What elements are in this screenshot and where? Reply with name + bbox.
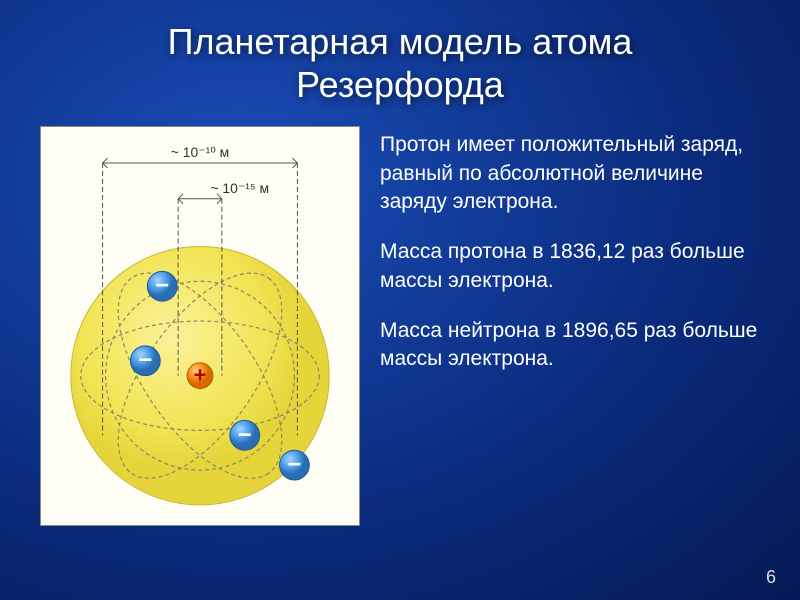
svg-text:−: − <box>238 422 252 449</box>
paragraph-2: Масса протона в 1836,12 раз больше массы… <box>380 238 770 295</box>
svg-text:−: − <box>287 451 301 478</box>
svg-text:−: − <box>155 273 169 300</box>
atom-diagram: ~ 10⁻¹⁰ м ~ 10⁻¹⁵ м + − − − − <box>40 126 360 526</box>
svg-text:−: − <box>138 347 152 374</box>
svg-text:~ 10⁻¹⁰ м: ~ 10⁻¹⁰ м <box>171 144 229 160</box>
title-line-2: Резерфорда <box>296 64 504 105</box>
paragraph-3: Масса нейтрона в 1896,65 раз больше масс… <box>380 317 770 374</box>
text-column: Протон имеет положительный заряд, равный… <box>380 126 770 526</box>
title-line-1: Планетарная модель атома <box>168 21 633 62</box>
svg-text:+: + <box>194 363 207 388</box>
diagram-svg: ~ 10⁻¹⁰ м ~ 10⁻¹⁵ м + − − − − <box>41 127 359 525</box>
slide-title: Планетарная модель атома Резерфорда <box>0 0 800 106</box>
content-area: ~ 10⁻¹⁰ м ~ 10⁻¹⁵ м + − − − − Протон имеет пол… <box>0 106 800 526</box>
svg-text:~ 10⁻¹⁵ м: ~ 10⁻¹⁵ м <box>210 180 269 196</box>
paragraph-1: Протон имеет положительный заряд, равный… <box>380 131 770 216</box>
page-number: 6 <box>766 567 776 588</box>
